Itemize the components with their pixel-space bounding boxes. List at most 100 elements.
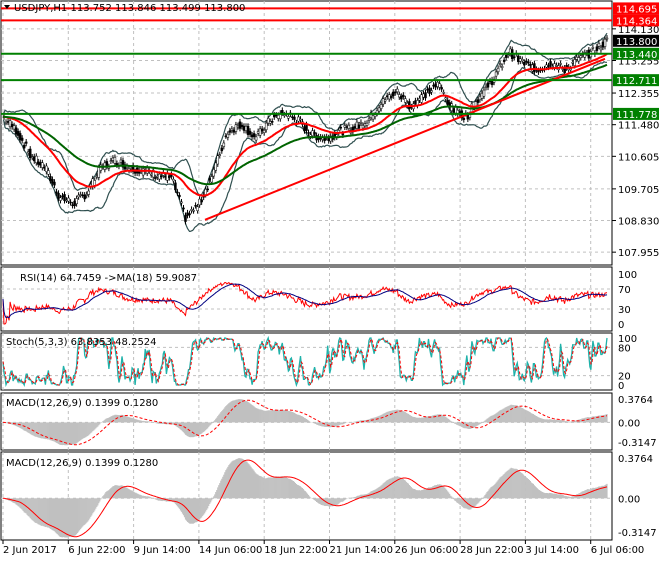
candle-body [81, 194, 84, 197]
candle-body [381, 98, 385, 105]
candle-body [494, 71, 498, 77]
candle-body [204, 189, 207, 195]
candle-body [512, 56, 516, 59]
candle-body [49, 176, 52, 181]
candle-body [232, 129, 236, 133]
candle-body [164, 175, 167, 178]
candle-body [236, 125, 240, 128]
candle-body [238, 121, 242, 129]
candle-body [154, 177, 157, 179]
time-label: 21 Jun 14:00 [330, 545, 394, 556]
candle-body [404, 98, 407, 103]
rsi-tick-label: 30 [618, 305, 631, 316]
candle-body [57, 192, 60, 199]
candle-body [41, 162, 44, 168]
candle-body [248, 130, 252, 135]
candle-body [268, 121, 272, 124]
candle-body [184, 215, 187, 222]
candle-body [309, 134, 312, 137]
candle-body [212, 169, 215, 177]
candle-body [151, 169, 155, 178]
price-tick-label: 107.955 [618, 248, 659, 259]
candle-body [389, 96, 393, 98]
time-label: 9 Jun 14:00 [134, 545, 191, 556]
candle-body [45, 165, 48, 172]
candle-body [275, 114, 278, 117]
macd-tick-label: 0.00 [618, 494, 640, 505]
candle-body [12, 125, 16, 130]
candle-body [420, 94, 423, 103]
time-label: 18 Jun 22:00 [264, 545, 328, 556]
macd-tick-label: 0.3764 [618, 454, 653, 465]
candle-body [603, 38, 607, 47]
candle-body [393, 91, 397, 94]
candle-body [4, 121, 8, 124]
candle-body [573, 59, 576, 66]
candle-body [365, 122, 369, 126]
candle-body [367, 118, 371, 121]
candle-body [192, 210, 195, 212]
candle-body [37, 161, 40, 165]
candle-body [484, 86, 488, 88]
candle-body [174, 182, 177, 191]
candle-body [28, 148, 32, 159]
candle-body [496, 67, 500, 73]
candle-body [519, 58, 522, 62]
candle-body [553, 63, 556, 68]
time-label: 14 Jun 06:00 [199, 545, 263, 556]
candle-body [35, 155, 38, 163]
candle-body [8, 120, 12, 128]
candle-body [432, 84, 435, 87]
candle-body [601, 41, 605, 48]
candle-body [444, 97, 447, 100]
price-tag [613, 2, 659, 15]
candle-body [119, 159, 123, 163]
candle-body [583, 52, 587, 58]
symbol-header: USDJPY,H1 113.752 113.846 113.499 113.80… [14, 3, 245, 14]
candle-body [525, 60, 528, 63]
candle-body [595, 46, 599, 51]
candle-body [341, 133, 345, 136]
candle-body [359, 121, 363, 124]
candle-body [452, 108, 455, 113]
candle-body [353, 126, 357, 129]
trendline [204, 57, 606, 221]
macd-tick-label: -0.3147 [618, 528, 657, 539]
candle-body [379, 104, 383, 109]
candle-body [462, 117, 466, 120]
candle-body [579, 55, 583, 58]
candle-body [178, 194, 181, 198]
candle-body [599, 47, 603, 51]
candle-body [339, 126, 343, 129]
candle-body [256, 131, 260, 134]
candle-body [396, 88, 399, 93]
candle-body [200, 199, 203, 203]
candle-body [438, 83, 441, 88]
candle-body [307, 132, 310, 134]
rsi-label: RSI(14) 64.7459 ->MA(18) 59.9087 [20, 273, 197, 284]
candle-body [575, 56, 578, 60]
candle-body [53, 181, 56, 186]
rsi-tick-label: 0 [618, 320, 624, 331]
time-label: 28 Jun 22:00 [460, 545, 524, 556]
candle-body [426, 88, 429, 91]
candle-body [547, 65, 550, 68]
candle-body [95, 175, 99, 178]
candle-body [305, 124, 308, 131]
candle-body [311, 130, 314, 136]
stoch-signal-line [2, 337, 608, 386]
candle-body [109, 160, 113, 162]
candle-body [281, 110, 284, 114]
candle-body [10, 123, 14, 128]
candle-body [480, 93, 484, 99]
candle-body [194, 205, 197, 207]
candle-body [343, 125, 347, 128]
candle-body [172, 178, 175, 182]
candle-body [559, 63, 562, 65]
time-label: 26 Jun 06:00 [395, 545, 459, 556]
candle-body [277, 114, 280, 119]
candle-body [75, 198, 78, 205]
candle-body [383, 99, 387, 102]
candle-body [537, 70, 540, 73]
